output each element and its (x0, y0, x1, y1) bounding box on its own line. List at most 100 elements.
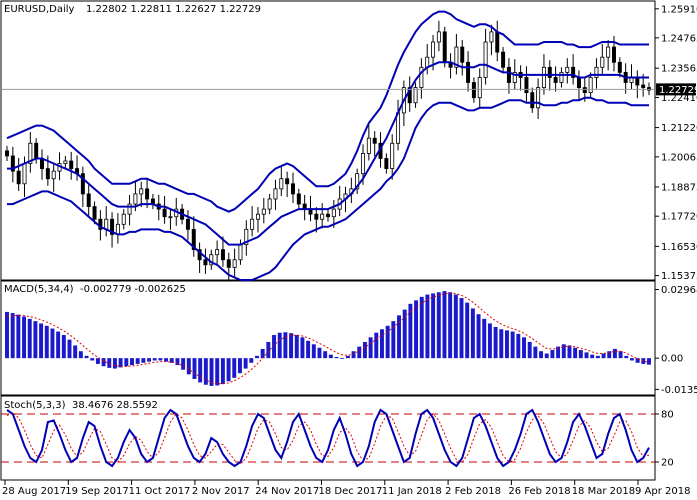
macd-bar (323, 351, 328, 359)
price-y-tick-label: 1.25910 (661, 4, 697, 15)
candle-body (238, 244, 243, 261)
candle-body (366, 137, 371, 154)
macd-bar (550, 350, 555, 359)
macd-bar (203, 358, 208, 385)
candle-body (594, 66, 599, 78)
macd-bar (306, 340, 311, 359)
macd-bar (169, 358, 174, 363)
candle-body (559, 71, 564, 83)
candle-body (530, 92, 535, 109)
candle-body (121, 213, 126, 225)
candle-body (582, 87, 587, 94)
macd-bar (533, 346, 538, 359)
macd-bar (50, 328, 55, 359)
macd-bar (476, 314, 481, 359)
macd-bar (135, 358, 140, 364)
macd-bar (504, 330, 509, 359)
candle-body (45, 168, 50, 180)
candle-body (331, 208, 336, 218)
macd-bar (374, 332, 379, 359)
candle-body (436, 31, 441, 43)
candle-body (361, 153, 366, 175)
macd-bar (107, 358, 112, 368)
candle-body (203, 259, 208, 266)
macd-bar (294, 335, 299, 359)
macd-bar (397, 315, 401, 359)
candle-body (191, 228, 196, 251)
macd-bar (147, 358, 152, 362)
candle-body (28, 142, 33, 164)
candle-body (407, 87, 412, 104)
x-tick-label: 24 Nov 2017 (255, 486, 319, 497)
macd-bar (607, 351, 612, 359)
macd-bar (431, 293, 436, 359)
candle-body (460, 46, 465, 63)
candle-body (489, 31, 494, 43)
candle-body (524, 77, 529, 94)
macd-bar (243, 358, 248, 369)
macd-bar (198, 358, 203, 383)
macd-bar (385, 325, 390, 359)
macd-y-tick-label: 0.02968 (661, 285, 697, 296)
macd-bar (544, 353, 549, 359)
candle-body (261, 208, 266, 215)
macd-bar (595, 355, 600, 359)
macd-bar (220, 358, 225, 385)
candle-body (611, 46, 616, 63)
macd-panel-frame (0, 280, 656, 396)
candle-body (565, 66, 570, 73)
candle-body (86, 193, 91, 207)
candle-body (139, 188, 144, 195)
macd-bar (124, 358, 129, 367)
last-price-label-box (656, 83, 696, 96)
candle-body (431, 41, 436, 58)
macd-bar (22, 316, 27, 359)
candle-body (80, 173, 85, 195)
candle-body (162, 208, 167, 218)
candle-body (442, 31, 447, 63)
candle-body (92, 206, 97, 220)
macd-bar (573, 347, 578, 359)
macd-bar (539, 351, 544, 359)
stoch-panel: 80 20 (1, 408, 674, 469)
macd-bar (561, 344, 566, 359)
macd-bar (334, 357, 339, 359)
candle-body (506, 66, 511, 83)
price-y-tick-label: 1.18875 (661, 182, 697, 193)
candle-body (255, 213, 260, 220)
macd-bar (357, 346, 362, 359)
candle-body (326, 213, 330, 218)
candle-body (413, 87, 418, 104)
macd-bar (425, 294, 430, 359)
macd-bar (27, 318, 32, 359)
candle-body (22, 163, 27, 185)
macd-bar (101, 358, 106, 367)
macd-bar (78, 351, 83, 359)
macd-bar (141, 358, 146, 363)
candle-body (10, 155, 15, 172)
candle-body (320, 213, 325, 220)
macd-bar (277, 332, 282, 359)
candle-body (168, 216, 173, 219)
macd-bar (158, 358, 163, 361)
macd-y-tick-label: 0.00 (661, 354, 683, 365)
candle-body (69, 160, 74, 170)
candle-body (215, 249, 220, 256)
candle-body (110, 218, 115, 235)
x-tick-label: 2 Nov 2017 (192, 486, 250, 497)
stoch-panel-frame (0, 395, 656, 481)
macd-bar (408, 303, 413, 359)
macd-bar (590, 354, 595, 359)
macd-bar (33, 321, 38, 359)
candle-body (536, 87, 541, 109)
candle-body (290, 183, 295, 195)
macd-bar (317, 347, 322, 359)
candle-body (419, 66, 424, 88)
candle-body (471, 82, 476, 99)
price-y-tick-label: 1.15375 (661, 271, 697, 282)
candle-body (127, 203, 132, 215)
macd-bar (345, 355, 350, 359)
macd-bar (391, 321, 396, 359)
candle-body (541, 66, 546, 88)
